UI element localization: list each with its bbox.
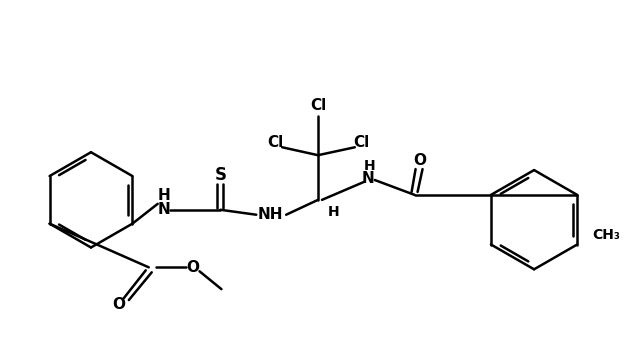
Text: H: H [157,188,170,203]
Text: H: H [364,159,376,173]
Text: O: O [186,260,199,275]
Text: N: N [362,171,374,185]
Text: NH: NH [257,207,283,222]
Text: N: N [157,202,170,217]
Text: CH₃: CH₃ [592,228,620,241]
Text: Cl: Cl [310,98,326,113]
Text: O: O [413,153,426,168]
Text: H: H [328,205,340,219]
Text: O: O [113,296,125,312]
Text: S: S [214,166,227,184]
Text: Cl: Cl [354,135,370,150]
Text: Cl: Cl [267,135,284,150]
